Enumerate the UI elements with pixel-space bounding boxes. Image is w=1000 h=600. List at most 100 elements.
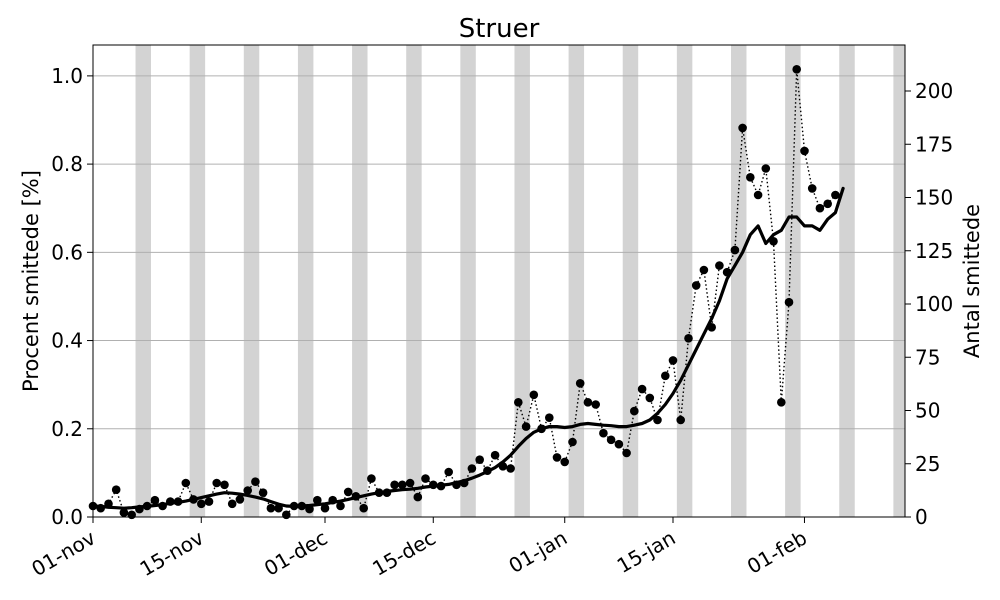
data-point: [691, 281, 701, 290]
data-point: [746, 173, 755, 182]
data-point: [707, 323, 716, 332]
data-point: [444, 467, 454, 477]
data-point: [490, 450, 500, 460]
data-point: [614, 439, 624, 449]
data-point: [552, 453, 562, 462]
data-point: [258, 488, 268, 498]
y2-tick-label: 200: [915, 79, 953, 103]
y2-tick-label: 0: [915, 505, 928, 529]
x-tick-label: 15-jan: [613, 526, 680, 578]
data-point: [274, 503, 283, 513]
data-point: [398, 480, 407, 490]
data-point: [506, 464, 515, 473]
data-point: [591, 400, 600, 409]
weekend-band: [893, 45, 905, 517]
data-point: [831, 190, 840, 200]
data-point: [514, 398, 523, 407]
x-axis: 01-nov 15-nov 01-dec 15-dec 01-jan 15-jan 01-f…: [27, 517, 811, 581]
data-point: [715, 261, 724, 270]
y2-tick-label: 125: [915, 239, 953, 263]
y-tick-label: 1.0: [51, 64, 83, 88]
x-tick-label: 01-nov: [27, 525, 99, 581]
data-point: [575, 379, 585, 388]
y2-tick-label: 175: [915, 132, 953, 156]
data-point: [459, 478, 469, 488]
data-point: [645, 393, 655, 403]
data-point: [390, 480, 399, 490]
y-axis-label-left: Procent smittede [%]: [19, 170, 43, 392]
data-point: [738, 123, 747, 133]
y-tick-label: 0.2: [51, 417, 83, 441]
data-point: [166, 497, 175, 506]
data-point: [545, 413, 554, 423]
y2-tick-label: 75: [915, 345, 940, 369]
data-point: [583, 398, 593, 407]
data-point: [823, 199, 832, 209]
data-point: [111, 485, 121, 495]
data-point: [405, 478, 415, 488]
data-point: [684, 334, 693, 343]
data-point: [305, 504, 314, 514]
data-point: [413, 492, 423, 502]
data-point: [181, 478, 191, 488]
data-point: [336, 501, 345, 511]
data-point: [436, 481, 446, 491]
daily-series: [88, 65, 840, 520]
data-point: [289, 501, 299, 511]
y2-tick-label: 50: [915, 399, 940, 423]
data-point: [568, 437, 577, 447]
data-point: [653, 415, 662, 425]
weekend-bands: [135, 45, 905, 517]
weekend-band: [568, 45, 585, 517]
x-tick-label: 01-dec: [260, 526, 331, 581]
data-point: [127, 510, 136, 520]
data-point: [722, 267, 732, 277]
data-point: [483, 466, 492, 476]
data-point: [730, 245, 740, 255]
weekend-band: [297, 45, 314, 517]
data-point: [227, 499, 237, 509]
data-point: [676, 415, 685, 425]
data-point: [343, 487, 353, 497]
data-point: [359, 503, 369, 513]
weekend-band: [622, 45, 639, 517]
data-point: [792, 65, 801, 74]
data-point: [769, 237, 778, 246]
y2-tick-label: 150: [915, 186, 953, 210]
data-point: [235, 495, 245, 504]
y-tick-label: 0.4: [51, 329, 83, 353]
data-point: [142, 501, 152, 511]
data-point: [173, 497, 183, 506]
data-point: [204, 497, 214, 506]
data-point: [158, 501, 167, 511]
y-axis-right: 0 25 50 75 100 125 150 175 200: [905, 79, 953, 529]
y-tick-label: 0.6: [51, 240, 83, 264]
data-point: [351, 492, 361, 501]
plot-frame: [92, 44, 906, 518]
data-point: [282, 510, 291, 520]
data-point: [374, 488, 384, 498]
x-tick-label: 01-jan: [505, 526, 572, 578]
data-point: [606, 435, 616, 445]
data-point: [630, 406, 639, 416]
smoothed-series: [91, 186, 845, 510]
data-point: [622, 448, 631, 458]
data-point: [498, 462, 508, 471]
data-point: [421, 474, 430, 483]
gridlines: [93, 75, 905, 518]
data-point: [761, 164, 771, 173]
data-point: [297, 501, 307, 511]
data-point: [135, 504, 144, 514]
smoothed-line: [91, 186, 845, 510]
data-point: [328, 495, 338, 505]
weekend-band: [731, 45, 747, 517]
data-point: [212, 478, 221, 488]
y-axis-label-right: Antal smittede: [960, 204, 984, 358]
data-point: [197, 499, 206, 509]
data-point: [529, 390, 539, 400]
data-point: [815, 203, 825, 213]
y-tick-label: 0.8: [51, 152, 83, 176]
data-point: [661, 371, 670, 381]
data-point: [467, 464, 477, 473]
